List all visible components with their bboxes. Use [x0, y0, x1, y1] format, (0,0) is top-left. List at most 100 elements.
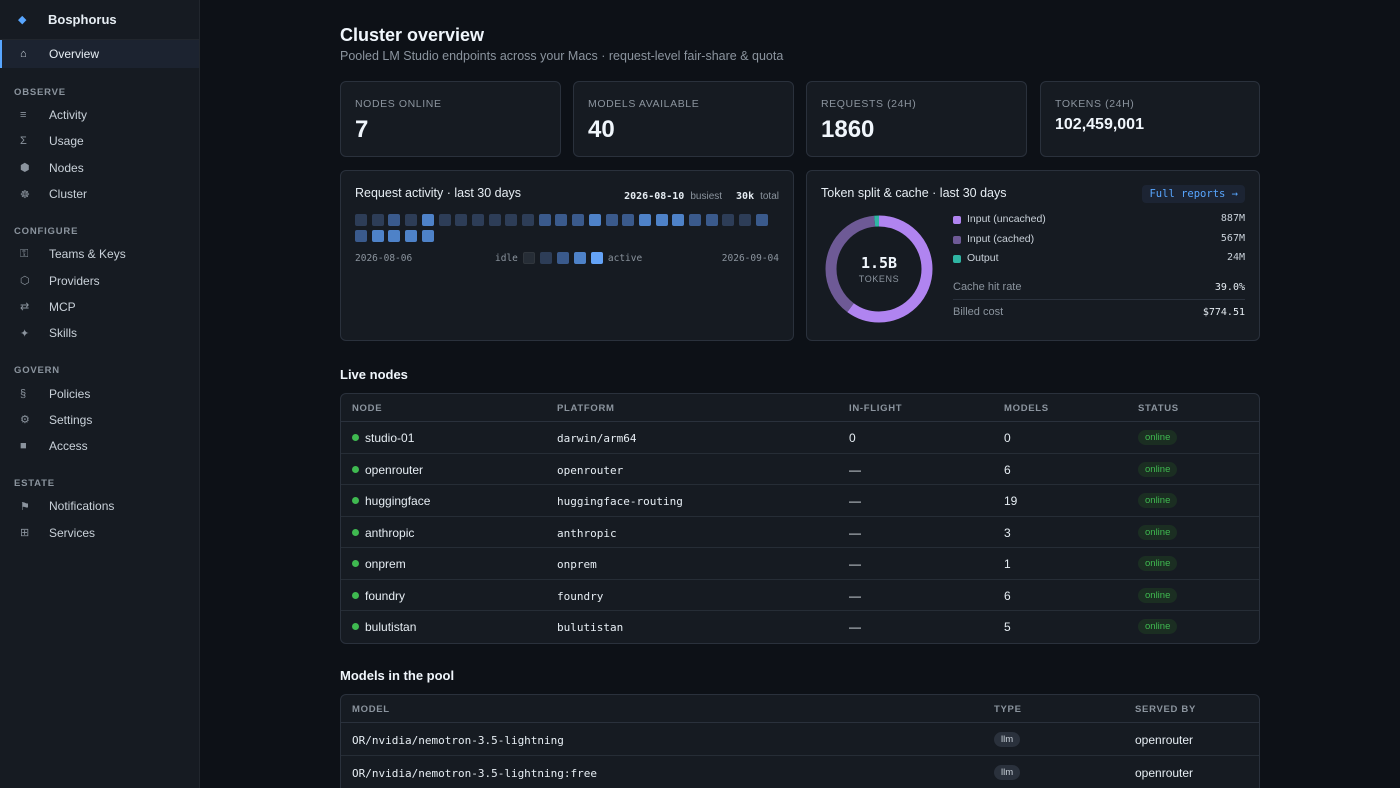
status-badge: online	[1138, 524, 1178, 540]
table-row[interactable]: huggingface huggingface-routing — 19 online	[341, 485, 1259, 517]
sidebar: ◆ Bosphorus ⌂ Overview OBSERVE ≡ Activity Σ…	[0, 0, 200, 788]
table-row[interactable]: onprem onprem — 1 online	[341, 548, 1259, 580]
sidebar-item-providers[interactable]: ⬡ Providers	[0, 267, 199, 293]
stat-value: 7	[355, 116, 369, 143]
sidebar-item-policies[interactable]: § Policies	[0, 380, 199, 406]
activity-day-cell[interactable]	[538, 214, 551, 226]
platform-cell: bulutistan	[557, 621, 624, 634]
sidebar-item-activity[interactable]: ≡ Activity	[0, 102, 199, 128]
sigma-icon: Σ	[20, 135, 27, 148]
activity-day-cell[interactable]	[588, 214, 601, 226]
list-icon: ≡	[20, 109, 27, 122]
activity-day-cell[interactable]	[405, 214, 418, 226]
legend-name: Input (cached)	[967, 232, 1035, 245]
activity-day-cell[interactable]	[388, 230, 401, 242]
activity-day-cell[interactable]	[505, 214, 518, 226]
activity-day-cell[interactable]	[655, 214, 668, 226]
column-header[interactable]: STATUS	[1138, 403, 1179, 414]
activity-day-cell[interactable]	[572, 214, 585, 226]
sidebar-item-mcp[interactable]: ⇄ MCP	[0, 294, 199, 320]
table-row[interactable]: openrouter openrouter — 6 online	[341, 454, 1259, 485]
cache-hit-label: Cache hit rate	[953, 281, 1022, 293]
sidebar-item-teams-keys[interactable]: ⚿ Teams & Keys	[0, 241, 199, 267]
activity-day-cell[interactable]	[705, 214, 718, 226]
activity-day-cell[interactable]	[405, 230, 418, 242]
sidebar-item-nodes[interactable]: ⬢ Nodes	[0, 155, 199, 181]
divider	[953, 299, 1245, 300]
idle-label: idle	[495, 252, 518, 264]
activity-day-cell[interactable]	[672, 214, 685, 226]
table-row[interactable]: foundry foundry — 6 online	[341, 580, 1259, 611]
status-dot	[352, 591, 359, 599]
activity-day-cell[interactable]	[622, 214, 635, 226]
donut-total: 1.5B	[860, 254, 898, 272]
activity-day-cell[interactable]	[488, 214, 501, 226]
table-row[interactable]: anthropic anthropic — 3 online	[341, 517, 1259, 548]
card-title: Request activity · last 30 days	[355, 186, 522, 200]
billed-cost-value: $774.51	[1202, 307, 1245, 318]
column-header[interactable]: IN-FLIGHT	[849, 403, 903, 414]
sidebar-item-skills[interactable]: ✦ Skills	[0, 320, 199, 346]
stat-value: 102,459,001	[1055, 116, 1144, 133]
sidebar-item-access[interactable]: ■ Access	[0, 433, 199, 459]
sidebar-item-label: Policies	[49, 386, 91, 401]
activity-day-cell[interactable]	[555, 214, 568, 226]
status-dot	[352, 528, 359, 536]
activity-day-cell[interactable]	[388, 214, 401, 226]
table-row[interactable]: OR/nvidia/nemotron-3.5-lightning llm openr…	[341, 723, 1259, 756]
flag-icon: ⚑	[20, 500, 30, 513]
sidebar-item-label: Settings	[49, 412, 93, 427]
sidebar-item-services[interactable]: ⊞ Services	[0, 520, 199, 546]
column-header[interactable]: PLATFORM	[557, 403, 615, 414]
activity-day-cell[interactable]	[605, 214, 618, 226]
activity-day-cell[interactable]	[471, 214, 484, 226]
activity-day-cell[interactable]	[355, 230, 367, 242]
node-name: bulutistan	[365, 620, 417, 634]
activity-day-cell[interactable]	[689, 214, 701, 226]
activity-day-cell[interactable]	[371, 230, 384, 242]
node-name-cell: anthropic	[352, 526, 414, 540]
table-row[interactable]: bulutistan bulutistan — 5 online	[341, 611, 1259, 643]
legend-swatch	[590, 252, 603, 264]
sidebar-item-cluster[interactable]: ☸ Cluster	[0, 181, 199, 207]
activity-day-cell[interactable]	[355, 214, 367, 226]
activity-day-cell[interactable]	[438, 214, 451, 226]
column-header[interactable]: MODELS	[1004, 403, 1049, 414]
legend-name: Input (uncached)	[967, 213, 1046, 225]
models-table: MODEL TYPE SERVED BY OR/nvidia/nemotron-…	[340, 694, 1260, 788]
sidebar-item-settings[interactable]: ⚙ Settings	[0, 407, 199, 433]
column-header[interactable]: NODE	[352, 403, 383, 414]
node-name-cell: foundry	[352, 589, 405, 603]
models-count-cell: 1	[1004, 557, 1011, 571]
activity-day-cell[interactable]	[421, 214, 434, 226]
table-row[interactable]: studio-01 darwin/arm64 0 0 online	[341, 422, 1259, 454]
stat-card-models-available: MODELS AVAILABLE 40	[573, 81, 794, 157]
table-row[interactable]: OR/nvidia/nemotron-3.5-lightning:free llm…	[341, 756, 1259, 788]
activity-day-cell[interactable]	[638, 214, 651, 226]
sidebar-item-usage[interactable]: Σ Usage	[0, 128, 199, 154]
brand[interactable]: ◆ Bosphorus	[0, 0, 199, 40]
activity-day-cell[interactable]	[421, 230, 434, 242]
activity-day-cell[interactable]	[755, 214, 768, 226]
activity-day-cell[interactable]	[371, 214, 384, 226]
activity-day-cell[interactable]	[522, 214, 534, 226]
token-legend-row: Input (uncached) 887M	[953, 213, 1245, 227]
column-header[interactable]: SERVED BY	[1135, 704, 1197, 715]
full-reports-link[interactable]: Full reports →	[1142, 185, 1245, 203]
sidebar-item-label: Providers	[49, 273, 100, 288]
column-header[interactable]: MODEL	[352, 704, 390, 715]
type-badge: llm	[994, 765, 1021, 780]
activity-day-cell[interactable]	[455, 214, 468, 226]
end-date: 2026-09-04	[721, 253, 779, 264]
legend-swatch	[522, 252, 535, 264]
legend-name: Output	[967, 252, 999, 264]
inflight-cell: —	[849, 525, 861, 540]
sidebar-item-notifications[interactable]: ⚑ Notifications	[0, 493, 199, 519]
activity-day-cell[interactable]	[722, 214, 735, 226]
busiest-label: busiest	[690, 191, 723, 202]
sparkle-icon: ✦	[20, 327, 30, 340]
sidebar-item-label: MCP	[49, 299, 76, 314]
sidebar-item-overview[interactable]: ⌂ Overview	[0, 40, 199, 68]
activity-day-cell[interactable]	[739, 214, 752, 226]
column-header[interactable]: TYPE	[994, 704, 1022, 715]
